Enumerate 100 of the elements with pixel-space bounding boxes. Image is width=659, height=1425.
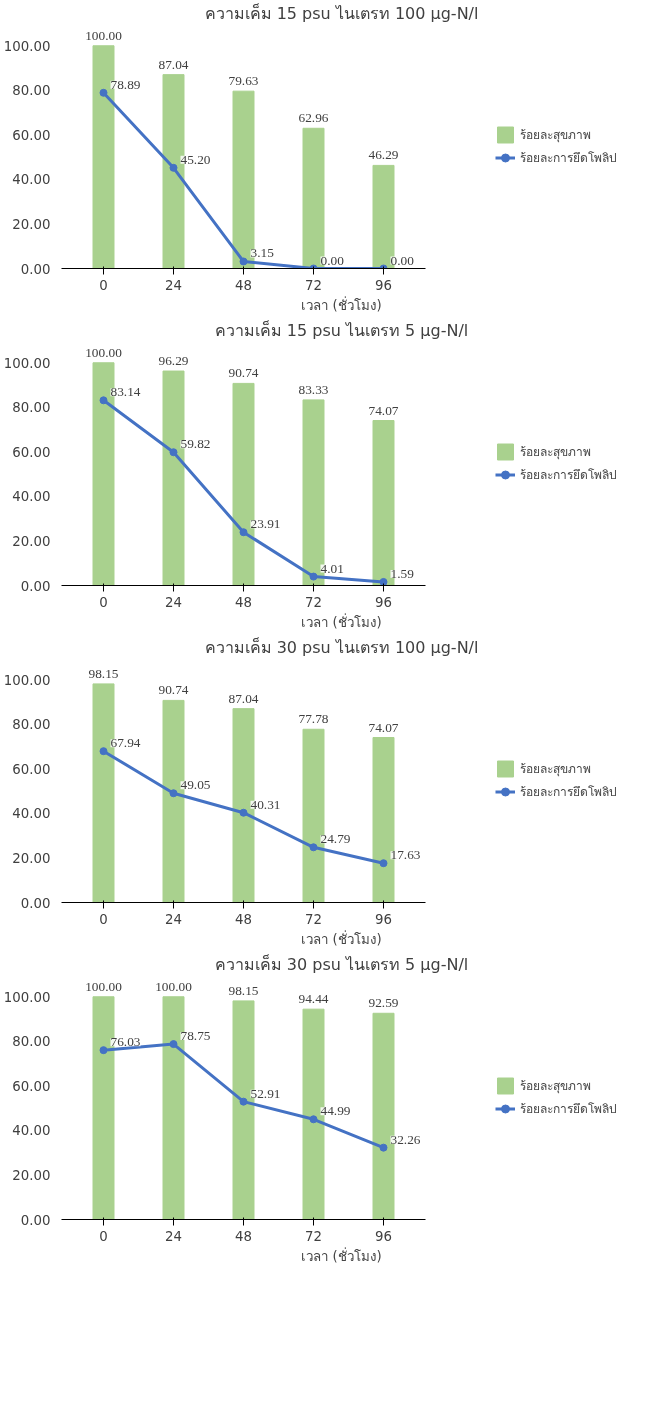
y-tick-label: 0.00 <box>20 578 51 594</box>
y-tick-label: 80.00 <box>12 83 51 99</box>
y-tick-label: 20.00 <box>12 1167 51 1183</box>
data-label: 94.44 <box>298 991 329 1007</box>
x-tick-label: 48 <box>235 594 252 610</box>
legend-label: ร้อยละการยึดโพลิป <box>520 149 617 167</box>
point <box>169 789 178 798</box>
data-label: 0.00 <box>320 252 345 268</box>
chart-title: ความเค็ม 15 psu ไนเตรท 100 µg-N/l <box>204 2 479 23</box>
data-label: 100.00 <box>85 344 123 360</box>
point <box>169 448 178 457</box>
y-tick-label: 40.00 <box>12 1123 51 1139</box>
y-tick-label: 40.00 <box>12 172 51 188</box>
x-tick-label: 48 <box>235 277 252 293</box>
x-axis-title: เวลา (ชั่วโมง) <box>301 295 382 313</box>
data-label: 23.91 <box>250 516 281 532</box>
data-label: 59.82 <box>180 436 211 452</box>
x-tick-label: 96 <box>375 1228 392 1244</box>
data-label: 62.96 <box>298 110 329 126</box>
data-label: 74.07 <box>368 402 399 418</box>
data-label: 24.79 <box>320 831 351 847</box>
point <box>379 859 388 868</box>
y-tick-label: 20.00 <box>12 850 51 866</box>
point <box>99 88 108 97</box>
point <box>99 747 108 756</box>
x-axis-title: เวลา (ชั่วโมง) <box>301 1246 382 1264</box>
x-tick-label: 96 <box>375 277 392 293</box>
y-tick-label: 60.00 <box>12 127 51 143</box>
x-tick-label: 72 <box>305 911 322 927</box>
y-tick-label: 100.00 <box>3 38 51 54</box>
x-axis-title: เวลา (ชั่วโมง) <box>301 929 382 947</box>
data-label: 98.15 <box>228 982 259 998</box>
point <box>309 843 318 852</box>
data-label: 90.74 <box>158 682 189 698</box>
y-tick-label: 100.00 <box>3 989 51 1005</box>
y-tick-label: 60.00 <box>12 761 51 777</box>
y-tick-label: 100.00 <box>3 672 51 688</box>
y-tick-label: 80.00 <box>12 717 51 733</box>
data-label: 98.15 <box>88 665 119 681</box>
chart-title: ความเค็ม 30 psu ไนเตรท 100 µg-N/l <box>204 636 479 657</box>
legend-label: ร้อยละการยึดโพลิป <box>520 466 617 484</box>
point <box>309 1115 318 1124</box>
legend-label: ร้อยละสุขภาพ <box>520 1077 591 1095</box>
point <box>239 528 248 537</box>
x-tick-label: 72 <box>305 277 322 293</box>
data-label: 77.78 <box>298 711 329 727</box>
x-tick-label: 24 <box>165 277 182 293</box>
data-label: 32.26 <box>390 1131 421 1147</box>
x-tick-label: 0 <box>99 594 108 610</box>
point <box>239 808 248 817</box>
point <box>169 1040 178 1049</box>
data-label: 49.05 <box>180 777 211 793</box>
y-tick-label: 60.00 <box>12 1078 51 1094</box>
data-label: 100.00 <box>85 27 123 43</box>
legend-label: ร้อยละสุขภาพ <box>520 760 591 778</box>
data-label: 4.01 <box>320 560 344 576</box>
legend-label: ร้อยละสุขภาพ <box>520 126 591 144</box>
x-tick-label: 48 <box>235 1228 252 1244</box>
legend-label: ร้อยละสุขภาพ <box>520 443 591 461</box>
x-tick-label: 0 <box>99 911 108 927</box>
data-label: 87.04 <box>158 56 189 72</box>
data-label: 78.75 <box>180 1028 211 1044</box>
x-tick-label: 24 <box>165 594 182 610</box>
data-label: 17.63 <box>390 847 421 863</box>
data-label: 44.99 <box>320 1103 351 1119</box>
data-label: 79.63 <box>228 73 259 89</box>
y-tick-label: 0.00 <box>20 261 51 277</box>
data-label: 1.59 <box>390 565 415 581</box>
data-label: 83.14 <box>110 384 141 400</box>
data-label: 3.15 <box>250 245 275 261</box>
chart-title: ความเค็ม 30 psu ไนเตรท 5 µg-N/l <box>214 953 469 974</box>
x-tick-label: 24 <box>165 911 182 927</box>
data-label: 52.91 <box>250 1085 281 1101</box>
y-tick-label: 80.00 <box>12 1034 51 1050</box>
data-label: 92.59 <box>368 995 399 1011</box>
point <box>379 577 388 586</box>
y-tick-label: 20.00 <box>12 533 51 549</box>
point <box>239 257 248 266</box>
y-tick-label: 60.00 <box>12 444 51 460</box>
data-label: 40.31 <box>250 796 281 812</box>
point <box>99 1046 108 1055</box>
y-tick-label: 0.00 <box>20 1212 51 1228</box>
x-tick-label: 72 <box>305 1228 322 1244</box>
x-tick-label: 24 <box>165 1228 182 1244</box>
data-label: 100.00 <box>155 978 193 994</box>
point <box>379 1143 388 1152</box>
data-label: 45.20 <box>180 151 211 167</box>
chart-title: ความเค็ม 15 psu ไนเตรท 5 µg-N/l <box>214 319 469 340</box>
data-label: 0.00 <box>390 252 415 268</box>
y-tick-label: 40.00 <box>12 806 51 822</box>
data-label: 46.29 <box>368 147 399 163</box>
y-tick-label: 40.00 <box>12 489 51 505</box>
x-tick-label: 0 <box>99 1228 108 1244</box>
x-tick-label: 72 <box>305 594 322 610</box>
x-tick-label: 96 <box>375 911 392 927</box>
x-tick-label: 48 <box>235 911 252 927</box>
x-axis-title: เวลา (ชั่วโมง) <box>301 612 382 630</box>
data-label: 87.04 <box>228 690 259 706</box>
point <box>309 572 318 581</box>
y-tick-label: 80.00 <box>12 400 51 416</box>
